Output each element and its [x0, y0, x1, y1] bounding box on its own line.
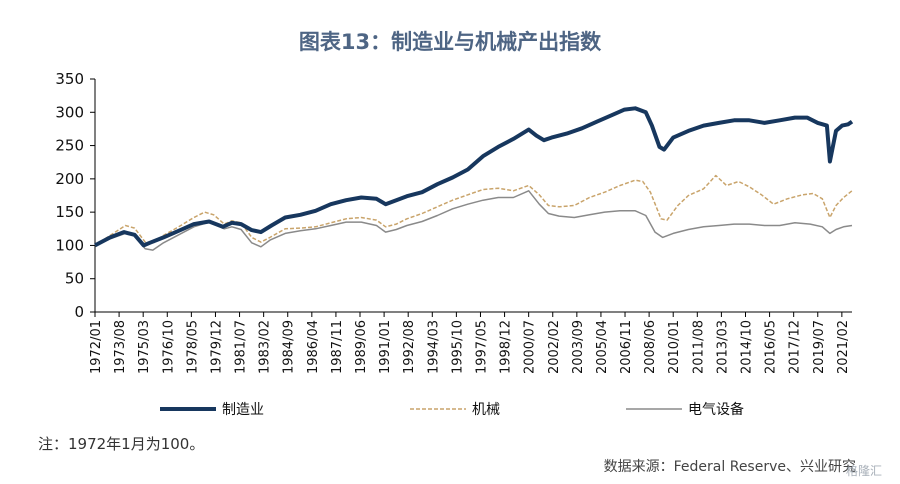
- x-tick-label: 2000/07: [523, 320, 538, 374]
- x-tick-label: 1992/08: [402, 320, 417, 374]
- x-tick-label: 2008/06: [643, 320, 658, 374]
- x-tick-label: 2014/10: [739, 320, 754, 374]
- x-tick-label: 1983/02: [258, 320, 273, 374]
- x-tick-label: 1987/11: [330, 320, 345, 374]
- x-tick-label: 2021/02: [836, 320, 851, 374]
- y-tick-label: 300: [55, 103, 84, 121]
- y-tick-label: 250: [55, 137, 84, 155]
- x-tick-label: 2006/11: [619, 320, 634, 374]
- y-tick-label: 200: [55, 170, 84, 188]
- x-tick-label: 1981/07: [234, 320, 249, 374]
- series-line-0: [94, 106, 854, 248]
- x-tick-label: 2010/01: [667, 320, 682, 374]
- x-tick-label: 1978/05: [185, 320, 200, 374]
- y-tick-label: 0: [74, 303, 84, 321]
- y-tick-label: 150: [55, 203, 84, 221]
- legend: 制造业 机械 电气设备: [160, 401, 744, 418]
- x-tick-label: 1984/09: [282, 320, 297, 374]
- legend-label-0: 制造业: [222, 402, 264, 418]
- x-tick-label: 1979/12: [209, 320, 224, 374]
- legend-label-2: 电气设备: [688, 401, 744, 418]
- series-line-1: [94, 174, 853, 247]
- x-tick-label: 1989/06: [354, 320, 369, 374]
- chart-title: 图表13：制造业与机械产出指数: [298, 30, 602, 54]
- x-tick-label: 2013/03: [715, 320, 730, 374]
- legend-label-1: 机械: [472, 402, 500, 418]
- x-tick-label: 1994/03: [426, 320, 441, 374]
- watermark: 格隆汇: [845, 464, 882, 478]
- data-source: 数据来源：Federal Reserve、兴业研究: [603, 459, 856, 475]
- x-tick-label: 1976/10: [161, 320, 176, 374]
- x-tick-label: 2011/08: [691, 320, 706, 374]
- x-axis: 1972/01 1973/08 1975/03 1976/10 1978/05 1979/…: [89, 311, 852, 374]
- y-tick-label: 50: [65, 270, 84, 288]
- x-tick-label: 2019/07: [812, 320, 827, 374]
- chart-note: 注：1972年1月为100。: [38, 435, 205, 453]
- x-tick-label: 2017/12: [788, 320, 803, 374]
- x-tick-label: 2002/02: [547, 320, 562, 374]
- x-tick-label: 2003/09: [571, 320, 586, 374]
- x-tick-label: 2016/05: [764, 320, 779, 374]
- x-tick-label: 1997/05: [474, 320, 489, 374]
- x-tick-label: 1986/04: [306, 320, 321, 374]
- x-tick-label: 1998/12: [499, 320, 514, 374]
- x-tick-label: 2005/04: [595, 320, 610, 374]
- x-tick-label: 1995/10: [450, 320, 465, 374]
- series-layer: [94, 106, 854, 251]
- y-axis: 0 50 100 150 200 250 300 350: [55, 70, 96, 321]
- y-tick-label: 100: [55, 236, 84, 254]
- y-tick-label: 350: [55, 70, 84, 88]
- x-tick-label: 1973/08: [113, 320, 128, 374]
- x-tick-label: 1991/01: [378, 320, 393, 374]
- x-tick-label: 1972/01: [89, 320, 104, 374]
- x-tick-label: 1975/03: [137, 320, 152, 374]
